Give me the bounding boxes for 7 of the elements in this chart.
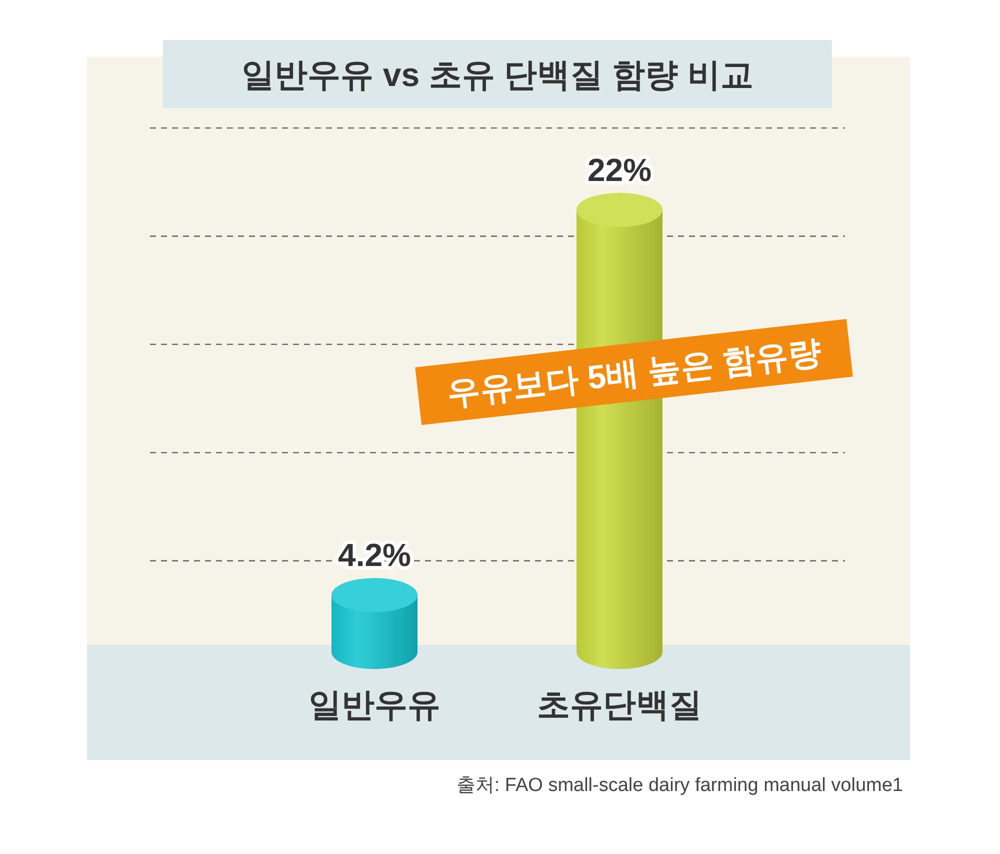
x-tick-label: 일반우유 xyxy=(308,686,440,723)
source-note: 출처: FAO small-scale dairy farming manual volume1 xyxy=(456,775,903,796)
data-label: 22% xyxy=(587,152,652,188)
x-tick-label: 초유단백질 xyxy=(537,686,702,723)
chart-title: 일반우유 vs 초유 단백질 함량 비교 xyxy=(242,56,754,93)
data-label: 4.2% xyxy=(338,537,411,574)
annotation: 우유보다 5배 높은 함유량 xyxy=(445,333,823,412)
